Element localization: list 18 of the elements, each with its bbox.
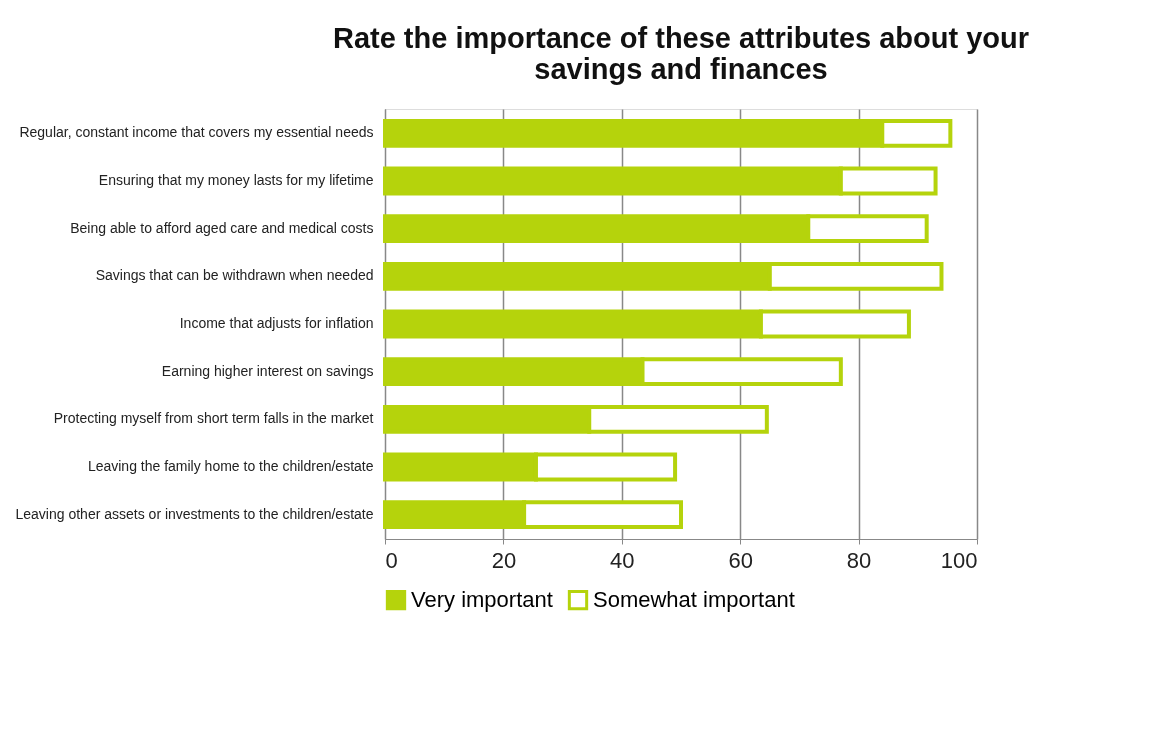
y-tick-label: Leaving the family home to the children/estate bbox=[87, 458, 374, 475]
x-tick-label: 100 bbox=[940, 547, 978, 573]
legend-label: Very important bbox=[411, 587, 553, 613]
legend-label: Somewhat important bbox=[593, 587, 795, 613]
x-tick-label: 40 bbox=[610, 547, 635, 573]
y-tick-label: Income that adjusts for inflation bbox=[179, 315, 374, 331]
y-tick-label: Leaving other assets or investments to the children/estate bbox=[15, 505, 374, 522]
y-tick-label: Ensuring that my money lasts for my lifetime bbox=[98, 171, 374, 188]
y-tick-label: Protecting myself from short term falls in the market bbox=[53, 410, 374, 427]
x-tick-label: 80 bbox=[846, 547, 872, 573]
y-tick-label: Savings that can be withdrawn when needed bbox=[95, 267, 374, 284]
x-tick-label: 0 bbox=[385, 547, 398, 573]
y-tick-label: Regular, constant income that covers my essential needs bbox=[19, 124, 374, 141]
x-tick-label: 20 bbox=[491, 547, 517, 573]
y-tick-label: Earning higher interest on savings bbox=[161, 362, 374, 379]
chart-title: Rate the importance of these attributes about your savings and finances bbox=[332, 22, 1030, 85]
y-tick-label: Being able to afford aged care and medical costs bbox=[70, 219, 374, 236]
x-tick-label: 60 bbox=[728, 547, 753, 573]
